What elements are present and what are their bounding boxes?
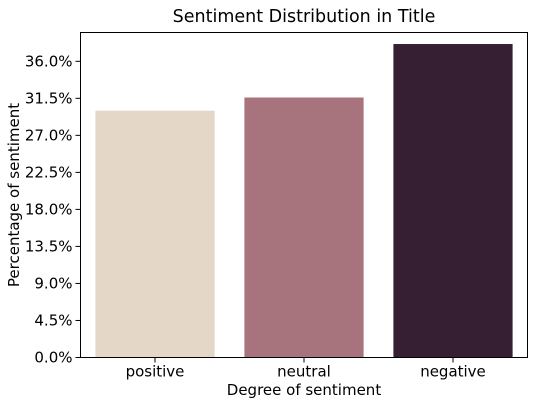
y-tick-label: 36.0% <box>25 52 73 70</box>
y-axis: 0.0% 4.5% 9.0% 13.5% 18.0% 22.5% 27.0% 31.5% 36.… <box>25 52 81 367</box>
y-axis-label: Percentage of sentiment <box>5 103 23 287</box>
x-tick-label: positive <box>126 363 185 381</box>
bar-negative <box>393 44 513 358</box>
y-tick-label: 27.0% <box>25 126 73 144</box>
bars-layer <box>95 44 513 358</box>
x-axis-label: Degree of sentiment <box>227 381 382 399</box>
bar-neutral <box>244 97 364 358</box>
y-tick-label: 13.5% <box>25 237 73 255</box>
chart-title: Sentiment Distribution in Title <box>173 7 436 27</box>
y-tick-label: 4.5% <box>34 311 72 329</box>
x-tick-label: negative <box>420 363 486 381</box>
plot-frame <box>80 32 528 358</box>
y-tick-label: 9.0% <box>34 274 72 292</box>
y-tick-label: 22.5% <box>25 163 73 181</box>
y-tick-label: 18.0% <box>25 200 73 218</box>
x-tick-label: neutral <box>277 363 331 381</box>
y-tick-label: 0.0% <box>34 349 72 367</box>
y-tick-label: 31.5% <box>25 89 73 107</box>
x-axis: positive neutral negative <box>126 357 486 381</box>
bar-positive <box>95 110 215 358</box>
